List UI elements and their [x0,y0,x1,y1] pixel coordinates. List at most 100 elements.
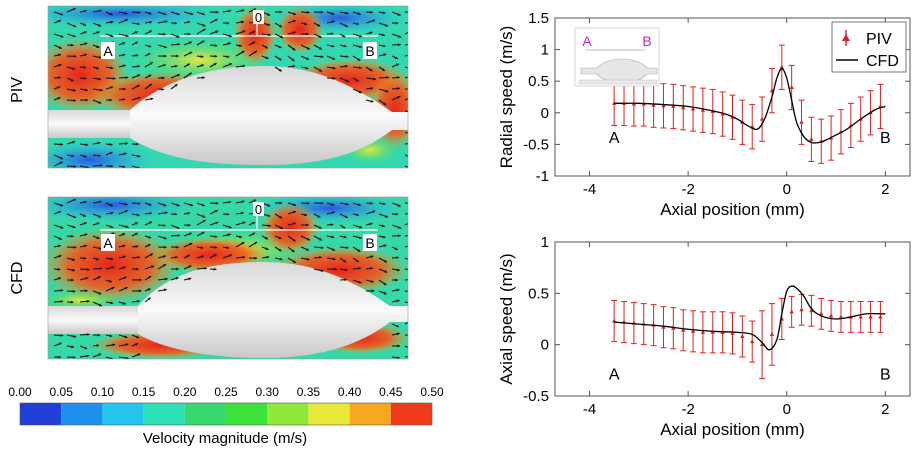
colorbar-segment [308,403,349,425]
velocity-arrow-head [411,320,414,323]
piv-data-point [809,137,813,141]
piv-data-point [799,120,803,124]
x-tick-label: 0 [783,401,791,418]
velocity-arrow-head [411,302,414,305]
axial-speed-chart-svg: -4 -2 0 2 1 0.5 0 -0.5 Axial position (mm) Axial … [470,228,919,452]
y-tick-label: 1.5 [528,10,549,27]
velocity-arrow-head [409,259,412,262]
colorbar-tick-label: 0.25 [214,385,238,399]
x-tick-label: 2 [881,401,889,418]
velocity-arrow-head [410,88,413,91]
cfd-velocity-field [20,187,415,360]
piv-data-point [868,314,872,318]
y-tick-label: -0.5 [523,388,549,405]
y-tick-label: 0.5 [528,285,549,302]
inset-vessel-wall [579,80,657,84]
piv-data-point [789,85,793,89]
velocity-arrow-head [411,96,414,99]
legend-cfd-label: CFD [866,53,899,70]
colorbar-tick-label: 0.30 [256,385,280,399]
piv-data-point [740,334,744,338]
y-axis-label: Axial speed (m/s) [497,253,516,384]
y-tick-label: -0.5 [523,136,549,153]
colorbar-tick-label: 0.50 [420,385,444,399]
velocity-arrow-head [411,68,414,71]
velocity-arrow-head [410,202,413,205]
legend-piv-label: PIV [866,31,892,48]
colorbar-segment [20,403,61,425]
colorbar-segment [391,403,432,425]
piv-data-point [829,313,833,317]
x-tick-label: -2 [681,401,694,418]
x-tick-label: 0 [783,181,791,198]
velocity-arrow-head [410,53,413,56]
colorbar-tick-label: 0.40 [338,385,362,399]
velocity-arrow-head [411,234,414,237]
colorbar-segment [102,403,143,425]
inset-label-b: B [642,33,651,49]
velocity-arrow-head [410,75,413,78]
piv-data-point [789,309,793,313]
piv-data-point [878,314,882,318]
piv-zero-label: 0 [255,10,262,25]
piv-data-point [770,332,774,336]
velocity-arrow-head [412,269,415,272]
cfd-point-b-label: B [365,235,374,251]
x-tick-label: 2 [881,181,889,198]
x-axis-label: Axial position (mm) [660,420,805,439]
cfd-line [614,286,885,350]
y-tick-label: 0 [541,105,549,122]
point-annotation: B [880,366,891,383]
velocity-arrow-head [411,111,414,114]
piv-point-a-label: A [103,43,113,59]
colorbar-segment [61,403,102,425]
y-tick-label: 1 [541,42,549,59]
x-tick-label: -4 [583,181,596,198]
velocity-arrow-head [408,31,411,34]
point-annotation: B [880,130,891,147]
piv-point-b-label: B [365,43,374,59]
velocity-arrow-head [410,347,413,350]
velocity-arrow-head [409,167,412,170]
velocity-arrow-head [408,222,411,225]
velocity-arrow-head [411,43,414,46]
piv-data-point [799,307,803,311]
cfd-row-label: CFD [9,262,26,295]
velocity-arrow-head [409,290,412,293]
colorbar-tick-label: 0.45 [379,385,403,399]
colorbar-segment [185,403,226,425]
x-tick-label: -4 [583,401,596,418]
flow-fields-panel: 0 A B 0 A B [0,0,460,452]
y-tick-label: -1 [536,168,549,185]
colorbar-segment [226,403,267,425]
piv-data-point [750,339,754,343]
colorbar-segment [267,403,308,425]
velocity-arrow-head [409,355,412,358]
colorbar-tick-label: 0.20 [173,385,197,399]
flow-fields-svg: 0 A B 0 A B [0,0,460,452]
y-axis-label: Radial speed (m/s) [497,26,516,169]
y-tick-label: 0 [541,337,549,354]
colorbar-tick-label: 0.15 [132,385,156,399]
colorbar-tick-label: 0.00 [8,385,32,399]
colorbar-tick-label: 0.10 [91,385,115,399]
velocity-arrow-head [412,142,415,145]
velocity-arrow-head [408,131,411,134]
velocity-arrow-head [410,244,413,247]
piv-velocity-field [10,0,421,180]
colorbar-title: Velocity magnitude (m/s) [143,430,307,447]
point-annotation: A [609,366,620,383]
velocity-arrow-head [409,156,412,159]
velocity-arrow-head [408,212,411,215]
x-axis-label: Axial position (mm) [660,200,805,219]
cfd-point-a-label: A [103,235,113,251]
inset-label-a: A [582,33,592,49]
colorbar-tick-label: 0.05 [50,385,74,399]
colorbar-segment [350,403,391,425]
velocity-arrow-head [408,278,411,281]
velocity-arrow-head [410,11,413,14]
y-tick-label: 1 [541,234,549,251]
